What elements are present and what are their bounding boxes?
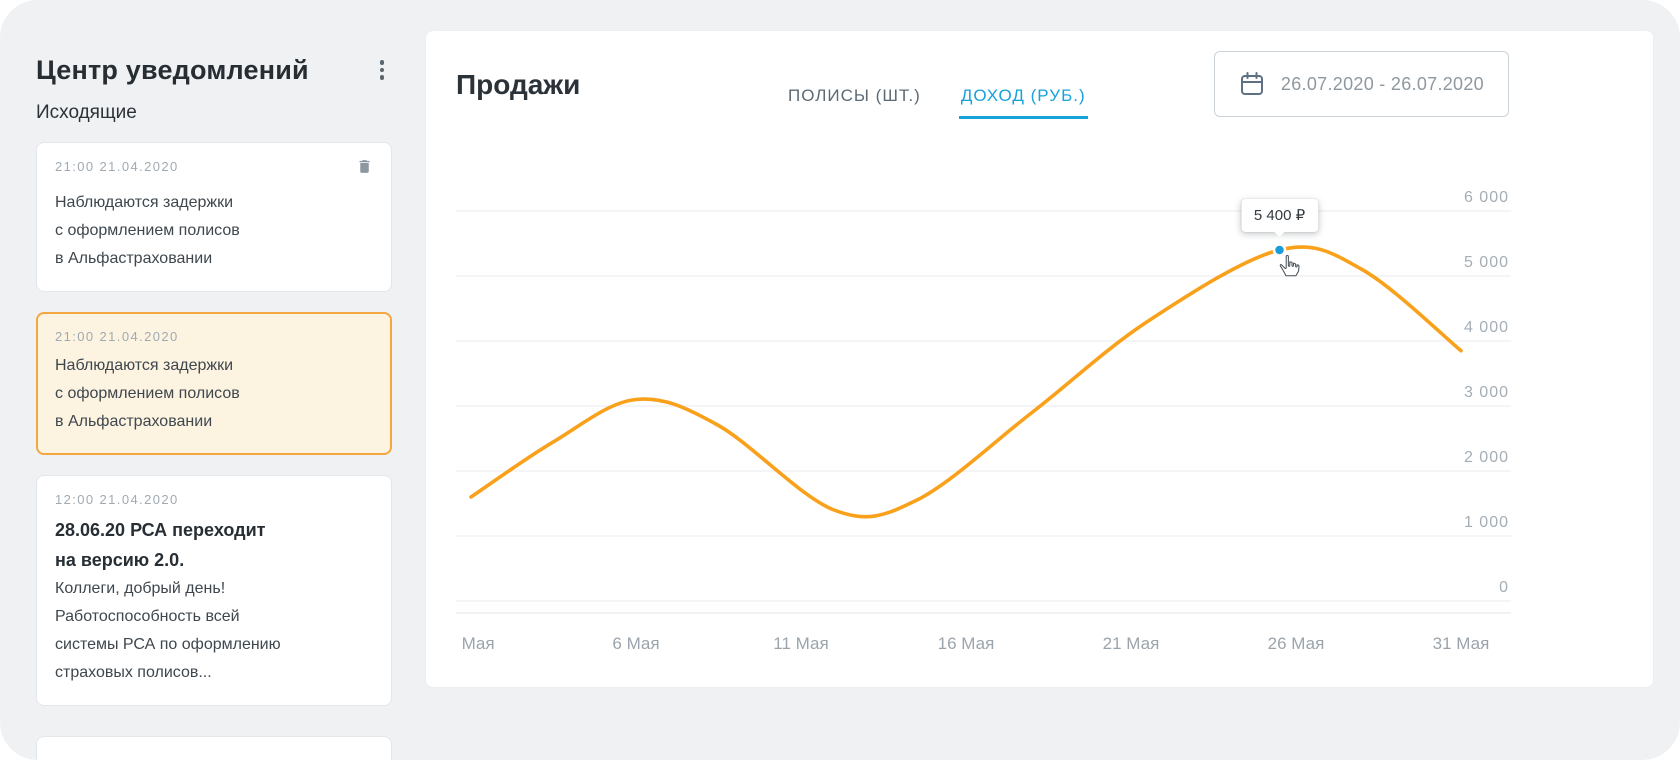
- notification-text: Наблюдаются задержки: [55, 357, 234, 374]
- x-axis-label: 31 Мая: [1433, 634, 1490, 653]
- notification-text: в Альфастраховании: [55, 250, 213, 267]
- x-axis-label: 16 Мая: [938, 634, 995, 653]
- notification-card[interactable]: 21:00 21.04.2020 Наблюдаются задержки с …: [36, 142, 392, 292]
- sales-panel-header: Продажи ПОЛИСЫ (ШТ.) ДОХОД (РУБ.) 26.07.…: [426, 31, 1653, 119]
- y-axis-label: 4 000: [1464, 319, 1509, 336]
- notification-text: с оформлением полисов: [55, 222, 240, 239]
- notification-card-peek[interactable]: [36, 736, 392, 760]
- y-axis-label: 2 000: [1464, 449, 1509, 466]
- date-range-picker[interactable]: 26.07.2020 - 26.07.2020: [1213, 51, 1509, 117]
- y-axis-label: 0: [1499, 579, 1509, 596]
- notification-card-top: 12:00 21.04.2020: [55, 492, 373, 507]
- x-axis-label: 26 Мая: [1268, 634, 1325, 653]
- tooltip-value: 5 400 ₽: [1253, 207, 1306, 224]
- notification-center: Центр уведомлений Исходящие 21:00 21.04.…: [36, 34, 392, 760]
- y-axis-label: 5 000: [1464, 254, 1509, 271]
- x-axis-label: 11 Мая: [773, 634, 828, 653]
- kebab-menu-icon[interactable]: [372, 54, 393, 80]
- revenue-line: [469, 245, 1463, 519]
- notification-text: в Альфастраховании: [55, 413, 213, 430]
- outgoing-section-label: Исходящие: [36, 102, 137, 123]
- notification-timestamp: 12:00 21.04.2020: [55, 492, 179, 507]
- notification-timestamp: 21:00 21.04.2020: [55, 159, 179, 174]
- notification-center-header: Центр уведомлений: [36, 54, 392, 86]
- hover-point[interactable]: [1272, 243, 1287, 257]
- trash-icon[interactable]: [356, 157, 373, 181]
- cursor-hand-icon: [1279, 254, 1300, 277]
- y-axis-label: 1 000: [1464, 514, 1509, 531]
- calendar-icon: [1240, 72, 1263, 95]
- notification-card-top: 21:00 21.04.2020: [55, 159, 373, 181]
- sales-panel: Продажи ПОЛИСЫ (ШТ.) ДОХОД (РУБ.) 26.07.…: [425, 30, 1654, 688]
- x-axis-label: 1 Мая: [456, 634, 495, 653]
- tab-income[interactable]: ДОХОД (РУБ.): [958, 80, 1088, 119]
- y-axis-label: 3 000: [1464, 384, 1509, 401]
- notification-text: страховых полисов...: [55, 664, 212, 681]
- notification-card-highlighted[interactable]: 21:00 21.04.2020 Наблюдаются задержки с …: [36, 312, 392, 455]
- notification-title: 28.06.20 РСА переходит: [55, 520, 266, 540]
- notification-center-title: Центр уведомлений: [36, 55, 309, 85]
- x-axis-label: 6 Мая: [612, 634, 659, 653]
- x-axis-label: 21 Мая: [1103, 634, 1160, 653]
- notification-text: Работоспособность всей: [55, 608, 240, 625]
- metric-tabs: ПОЛИСЫ (ШТ.) ДОХОД (РУБ.): [786, 80, 1088, 119]
- chart-tooltip: 5 400 ₽: [1240, 199, 1319, 232]
- notification-text: Наблюдаются задержки: [55, 194, 234, 211]
- notification-card[interactable]: 12:00 21.04.2020 28.06.20 РСА переходит …: [36, 475, 392, 706]
- notification-text: с оформлением полисов: [55, 385, 240, 402]
- notification-text: Коллеги, добрый день!: [55, 580, 226, 597]
- notification-timestamp: 21:00 21.04.2020: [55, 329, 179, 344]
- tab-policies[interactable]: ПОЛИСЫ (ШТ.): [788, 86, 921, 105]
- date-range-value: 26.07.2020 - 26.07.2020: [1280, 73, 1484, 94]
- y-axis-label: 6 000: [1464, 189, 1509, 206]
- notification-card-top: 21:00 21.04.2020: [55, 329, 373, 344]
- notification-text: системы РСА по оформлению: [55, 636, 281, 653]
- notification-title: на версию 2.0.: [55, 550, 185, 570]
- sales-title: Продажи: [456, 69, 581, 100]
- sales-chart[interactable]: 6 000 5 000 4 000 3 000 2 000 1 000 0 1 Мая 6 Ма…: [456, 181, 1511, 681]
